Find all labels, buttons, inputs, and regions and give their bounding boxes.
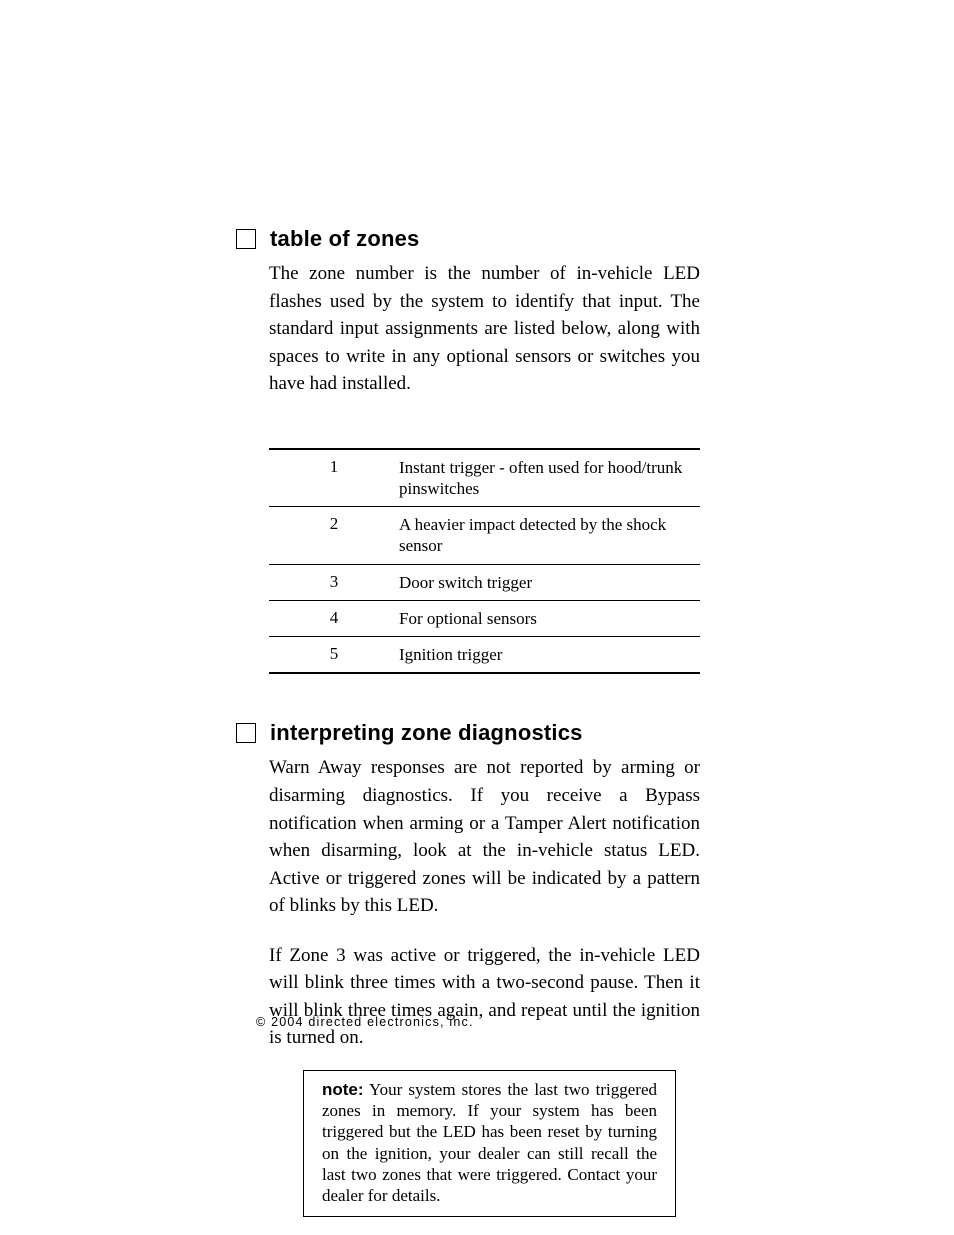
zone-description: Door switch trigger: [399, 564, 700, 600]
section1-title: table of zones: [270, 226, 420, 252]
zone-description: Instant trigger - often used for hood/tr…: [399, 449, 700, 507]
table-row: 4 For optional sensors: [269, 600, 700, 636]
zone-number: 4: [269, 600, 399, 636]
section1-intro: The zone number is the number of in-vehi…: [269, 260, 700, 398]
checkbox-icon: [236, 723, 256, 743]
zone-description: A heavier impact detected by the shock s…: [399, 507, 700, 565]
section1-header: table of zones: [269, 226, 700, 252]
zone-number: 2: [269, 507, 399, 565]
zone-number: 3: [269, 564, 399, 600]
zone-number: 5: [269, 637, 399, 674]
table-row: 3 Door switch trigger: [269, 564, 700, 600]
checkbox-icon: [236, 229, 256, 249]
zone-description: Ignition trigger: [399, 637, 700, 674]
note-label: note:: [322, 1080, 364, 1099]
table-row: 5 Ignition trigger: [269, 637, 700, 674]
page: table of zones The zone number is the nu…: [0, 0, 954, 1235]
section2-para2: If Zone 3 was active or triggered, the i…: [269, 942, 700, 1052]
zone-table: 1 Instant trigger - often used for hood/…: [269, 448, 700, 675]
table-row: 1 Instant trigger - often used for hood/…: [269, 449, 700, 507]
note-box: note: Your system stores the last two tr…: [303, 1070, 676, 1218]
section2-para1: Warn Away responses are not reported by …: [269, 754, 700, 919]
zone-description: For optional sensors: [399, 600, 700, 636]
note-text: Your system stores the last two triggere…: [322, 1080, 657, 1205]
content-area: table of zones The zone number is the nu…: [269, 226, 700, 1217]
copyright-footer: © 2004 directed electronics, inc.: [256, 1015, 474, 1029]
table-row: 2 A heavier impact detected by the shock…: [269, 507, 700, 565]
section2: interpreting zone diagnostics Warn Away …: [269, 720, 700, 1217]
section2-header: interpreting zone diagnostics: [269, 720, 700, 746]
section2-title: interpreting zone diagnostics: [270, 720, 583, 746]
zone-number: 1: [269, 449, 399, 507]
